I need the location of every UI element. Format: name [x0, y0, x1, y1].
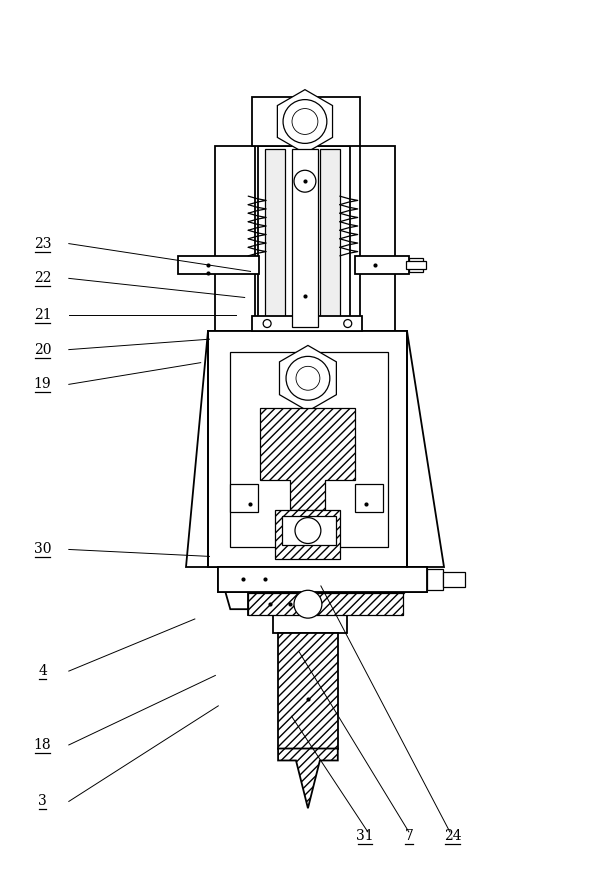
Bar — [209, 331, 408, 567]
Bar — [248, 594, 403, 615]
Bar — [360, 147, 395, 331]
Polygon shape — [277, 90, 333, 154]
Bar — [258, 147, 350, 331]
Text: 20: 20 — [34, 342, 51, 356]
Text: 21: 21 — [34, 308, 51, 322]
Polygon shape — [260, 409, 355, 510]
Circle shape — [292, 108, 318, 134]
Circle shape — [294, 590, 322, 618]
Bar — [177, 256, 259, 274]
Circle shape — [263, 320, 271, 327]
Text: 23: 23 — [34, 237, 51, 251]
Circle shape — [294, 170, 316, 192]
Bar — [292, 149, 318, 327]
Polygon shape — [278, 748, 338, 808]
Text: 18: 18 — [34, 738, 51, 752]
Circle shape — [283, 100, 327, 143]
Bar — [219, 567, 428, 592]
Bar — [216, 147, 255, 331]
Text: 4: 4 — [38, 664, 47, 678]
Bar — [406, 261, 426, 269]
Bar — [355, 484, 383, 512]
Text: 19: 19 — [34, 377, 51, 391]
Polygon shape — [280, 346, 336, 411]
Bar — [265, 149, 285, 327]
Circle shape — [286, 356, 330, 400]
Text: 24: 24 — [444, 829, 462, 843]
Bar — [282, 516, 336, 546]
Polygon shape — [308, 594, 403, 615]
Circle shape — [296, 367, 320, 390]
Bar — [320, 149, 340, 327]
Polygon shape — [278, 633, 338, 748]
Bar — [409, 258, 423, 272]
Text: 7: 7 — [405, 829, 413, 843]
Text: 22: 22 — [34, 272, 51, 285]
Bar — [444, 573, 465, 588]
Text: 31: 31 — [356, 829, 374, 843]
Polygon shape — [275, 510, 340, 560]
Bar — [355, 256, 409, 274]
Bar — [252, 97, 360, 147]
Polygon shape — [186, 331, 230, 567]
Polygon shape — [248, 594, 308, 615]
Text: 30: 30 — [34, 542, 51, 556]
Bar — [428, 569, 444, 590]
Bar — [273, 613, 347, 633]
Bar — [230, 484, 258, 512]
Circle shape — [295, 518, 321, 544]
Bar — [230, 353, 388, 547]
Text: 3: 3 — [38, 794, 47, 808]
Polygon shape — [219, 567, 428, 609]
Polygon shape — [388, 331, 444, 567]
Circle shape — [344, 320, 352, 327]
Bar — [252, 315, 362, 332]
Bar — [219, 567, 428, 592]
